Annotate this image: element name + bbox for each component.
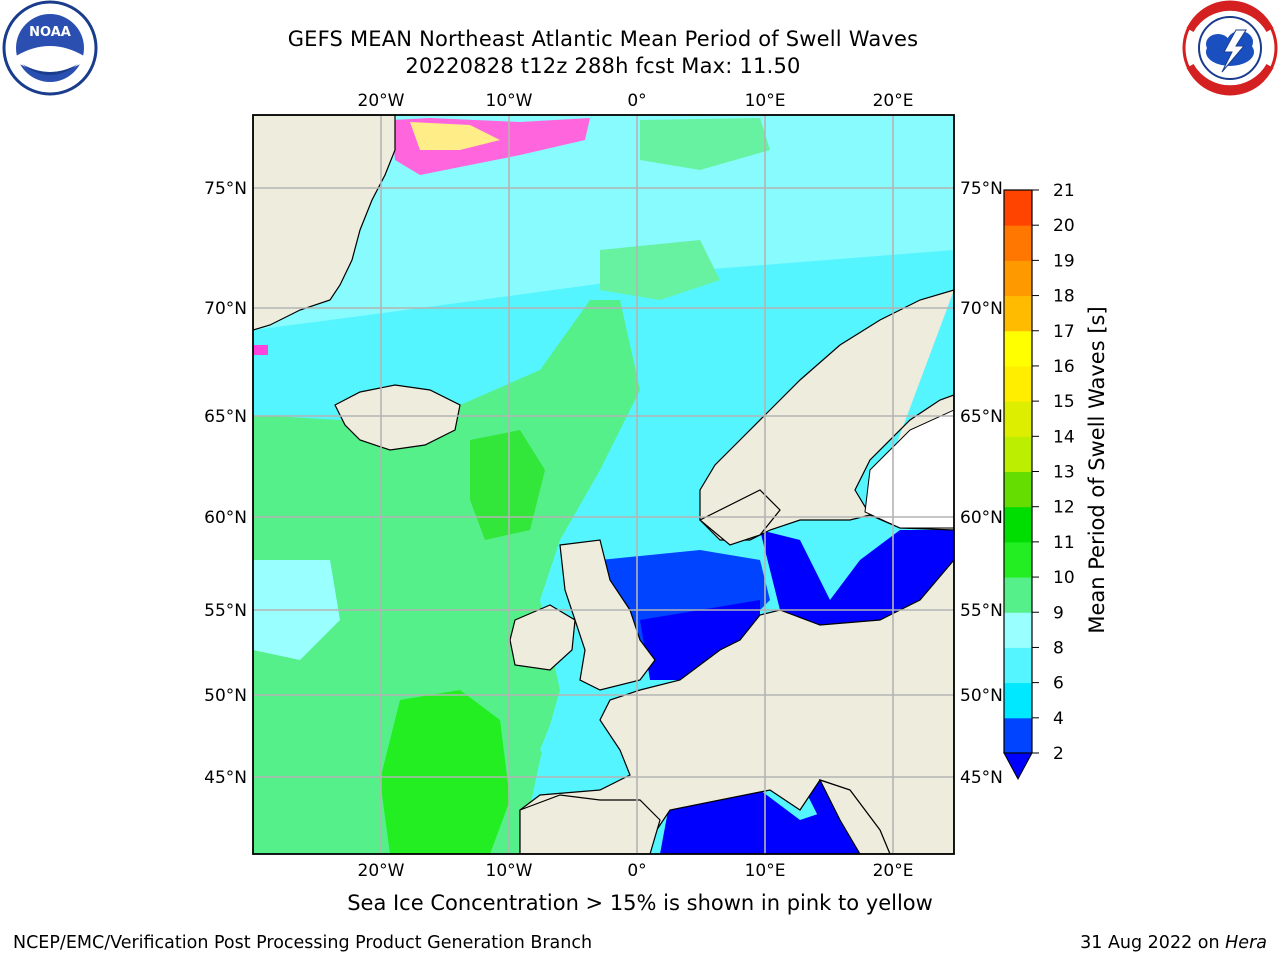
lat-label-left: 75°N — [204, 179, 247, 199]
colorbar-bin — [1004, 647, 1032, 684]
colorbar: 2 4 6 8 9 10 11 12 13 14 15 16 17 18 19 20 21 — [1003, 181, 1075, 781]
colorbar-bin — [1004, 506, 1032, 543]
nws-logo-icon — [1182, 0, 1278, 96]
lon-label-bottom: 20°W — [358, 861, 405, 881]
colorbar-bin — [1004, 717, 1032, 754]
colorbar-bin — [1004, 330, 1032, 367]
colorbar-tick-label: 10 — [1053, 568, 1075, 588]
lon-label-bottom: 10°W — [486, 861, 533, 881]
lat-label-left: 70°N — [204, 299, 247, 319]
colorbar-tick-label: 15 — [1053, 392, 1075, 412]
lat-label-right: 65°N — [960, 407, 1003, 427]
colorbar-tick-label: 2 — [1053, 744, 1064, 764]
lon-label-top: 20°W — [358, 91, 405, 111]
credit-left: NCEP/EMC/Verification Post Processing Pr… — [13, 933, 593, 953]
map-subtitle: 20220828 t12z 288h fcst Max: 11.50 — [405, 54, 801, 78]
lat-label-right: 50°N — [960, 686, 1003, 706]
sea-ice-note: Sea Ice Concentration > 15% is shown in … — [347, 891, 933, 915]
colorbar-bin — [1004, 225, 1032, 261]
colorbar-bin — [1004, 401, 1032, 437]
map-title: GEFS MEAN Northeast Atlantic Mean Period… — [287, 27, 919, 51]
ireland — [509, 604, 576, 671]
map-area: 20°W 10°W 0° 10°E 20°E 20°W 10°W 0° 10°E… — [204, 91, 1003, 881]
lon-label-top: 20°E — [873, 91, 914, 111]
colorbar-tick-label: 20 — [1053, 216, 1075, 236]
baltic-low-period — [760, 530, 954, 625]
colorbar-tick-label: 18 — [1053, 287, 1075, 307]
iceland — [334, 384, 461, 451]
colorbar-bin — [1004, 541, 1032, 578]
colorbar-bin — [1004, 612, 1032, 648]
lat-label-right: 55°N — [960, 601, 1003, 621]
map-frame — [252, 114, 955, 855]
colorbar-bin — [1004, 260, 1032, 297]
greenland — [253, 115, 396, 331]
lat-label-left: 55°N — [204, 601, 247, 621]
credit-date: 31 Aug 2022 on — [1080, 933, 1226, 953]
colorbar-tick-label: 16 — [1053, 357, 1075, 377]
lon-label-bottom: 20°E — [873, 861, 914, 881]
lat-label-right: 45°N — [960, 768, 1003, 788]
colorbar-bin — [1004, 577, 1032, 613]
colorbar-bin — [1004, 190, 1032, 226]
colorbar-tick-label: 6 — [1053, 674, 1064, 694]
colorbar-label: Mean Period of Swell Waves [s] — [1085, 306, 1109, 634]
colorbar-extend-arrow — [1003, 752, 1033, 781]
lon-label-bottom: 0° — [627, 861, 646, 881]
colorbar-bin — [1004, 471, 1032, 508]
colorbar-tick-label: 8 — [1053, 638, 1064, 658]
lat-label-left: 45°N — [204, 768, 247, 788]
lon-label-top: 10°W — [486, 91, 533, 111]
swell-9-10s-region — [253, 300, 640, 854]
lat-label-left: 60°N — [204, 508, 247, 528]
colorbar-tick-label: 4 — [1053, 709, 1064, 729]
lat-label-right: 70°N — [960, 299, 1003, 319]
colorbar-tick-label: 12 — [1053, 498, 1075, 518]
lon-label-top: 10°E — [745, 91, 786, 111]
colorbar-tick-label: 17 — [1053, 322, 1075, 342]
colorbar-tick-label: 11 — [1053, 533, 1075, 553]
colorbar-bin — [1004, 682, 1032, 719]
credit-right: 31 Aug 2022 on Hera — [1080, 933, 1267, 953]
lat-label-right: 60°N — [960, 508, 1003, 528]
credit-host: Hera — [1225, 933, 1267, 953]
colorbar-tick-label: 21 — [1053, 181, 1075, 201]
colorbar-tick-label: 9 — [1053, 603, 1064, 623]
lat-label-left: 50°N — [204, 686, 247, 706]
colorbar-tick-label: 19 — [1053, 251, 1075, 271]
colorbar-bin — [1004, 436, 1032, 472]
lon-label-bottom: 10°E — [745, 861, 786, 881]
lat-label-left: 65°N — [204, 407, 247, 427]
noaa-logo-text: NOAA — [29, 25, 71, 40]
colorbar-tick-label: 13 — [1053, 463, 1075, 483]
graticule — [253, 115, 954, 854]
colorbar-bin — [1004, 295, 1032, 332]
lat-label-right: 75°N — [960, 179, 1003, 199]
colorbar-tick-label: 14 — [1053, 427, 1075, 447]
noaa-logo-icon: NOAA — [2, 0, 98, 96]
colorbar-bin — [1004, 365, 1032, 402]
lon-label-top: 0° — [627, 91, 646, 111]
